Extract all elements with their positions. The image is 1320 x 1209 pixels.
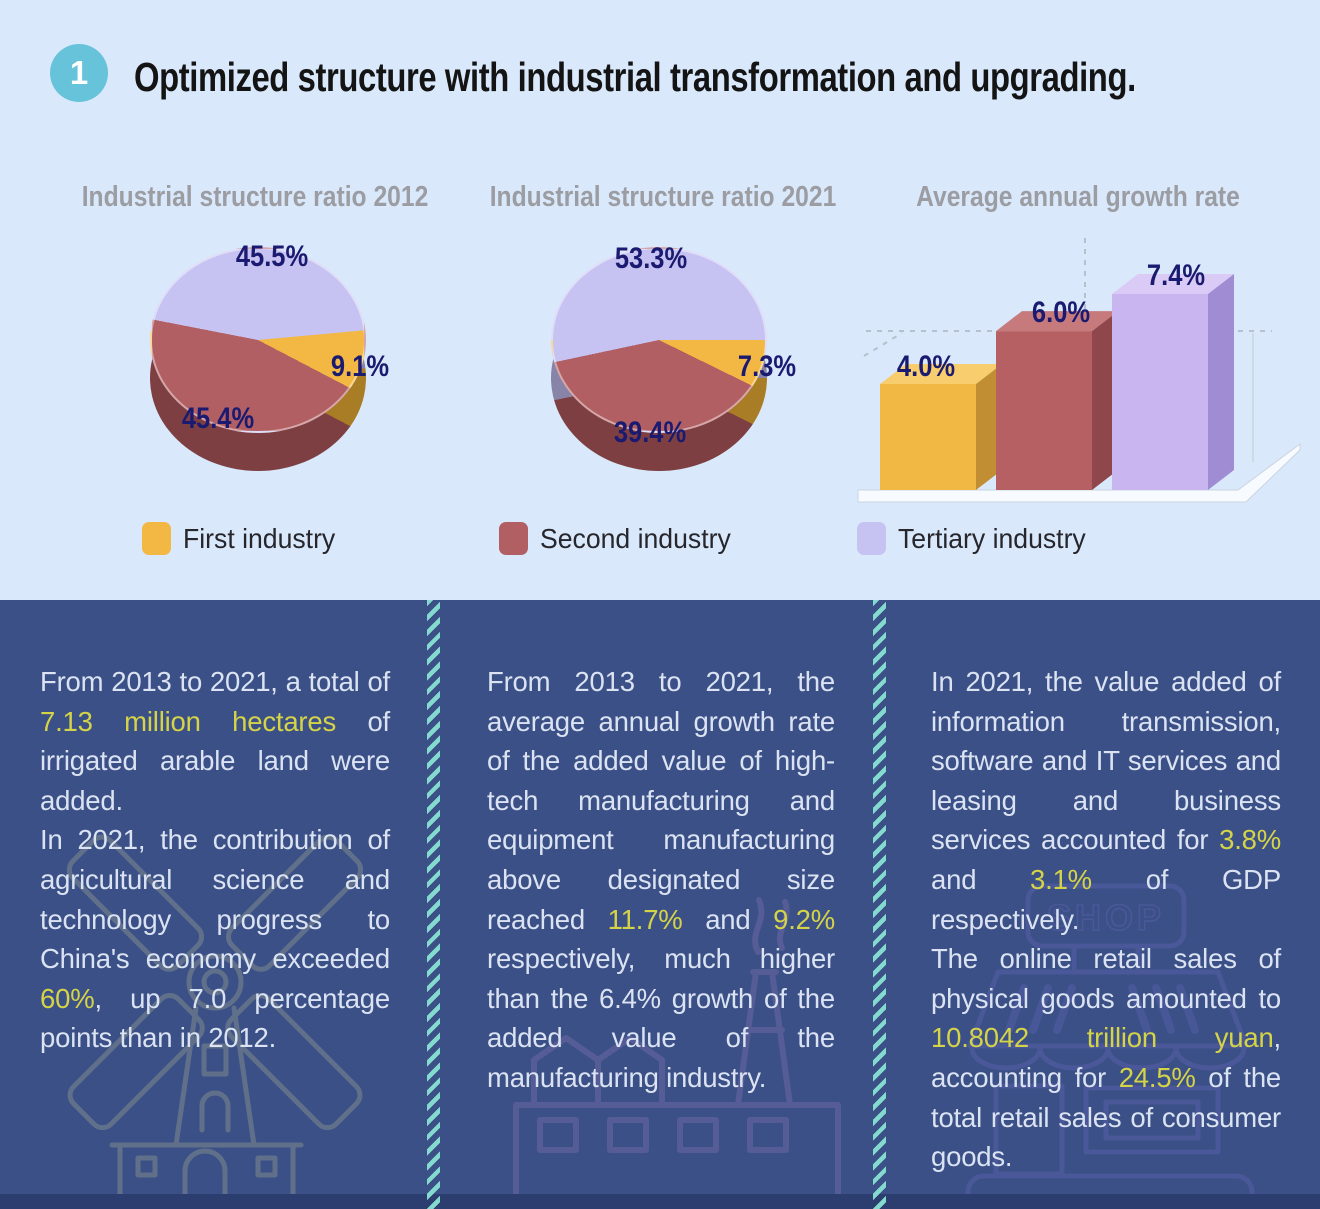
stat-text: of GDP respectively. xyxy=(931,863,1281,935)
stat-panel-manufacturing: From 2013 to 2021, the average annual gr… xyxy=(487,662,835,1098)
pie-2021-second-label: 39.4% xyxy=(613,416,687,449)
chart-title-2012: Industrial structure ratio 2012 xyxy=(81,181,429,213)
footer-strip xyxy=(0,1194,1320,1209)
bar-first-industry-top xyxy=(880,364,1002,385)
legend-label-second: Second industry xyxy=(540,522,731,554)
windmill-illustration xyxy=(66,834,364,1207)
bar-first-industry xyxy=(880,384,976,490)
panel-divider-left xyxy=(427,600,440,1209)
pie-2012 xyxy=(150,247,366,433)
stat-paragraph: In 2021, the value added of information … xyxy=(931,662,1281,939)
stat-panel-agriculture: From 2013 to 2021, a total of 7.13 milli… xyxy=(40,662,390,1058)
legend-swatch-tertiary xyxy=(857,522,886,555)
chart-title-2021: Industrial structure ratio 2021 xyxy=(489,181,837,213)
highlighted-stat: 10.8042 trillion yuan xyxy=(931,1022,1274,1054)
legend-item-tertiary: Tertiary industry xyxy=(857,522,1096,555)
pie-2021-first-label: 7.3% xyxy=(737,350,797,383)
bar-first-industry-side xyxy=(976,364,1002,490)
stat-text: The online retail sales of physical good… xyxy=(931,943,1281,1014)
legend-label-tertiary: Tertiary industry xyxy=(898,522,1086,554)
pie-2021 xyxy=(551,247,767,433)
shop-sign-text: SHOP xyxy=(1047,897,1165,938)
highlighted-stat: 3.8% xyxy=(1219,824,1281,856)
bar-tertiary-industry xyxy=(1112,294,1208,490)
section-number-badge: 1 xyxy=(50,44,108,102)
stat-text: In 2021, the value added of information … xyxy=(931,666,1281,856)
stat-text: In 2021, the contribution of agricultura… xyxy=(40,824,390,975)
stats-section: SHOP From 2013 to 2021, a total of 7.13 … xyxy=(0,600,1320,1209)
highlighted-stat: 7.13 million hectares xyxy=(40,705,337,737)
shop-illustration: SHOP xyxy=(965,883,1255,1209)
bar-tertiary-industry-top xyxy=(1112,274,1234,294)
pie-2012-second-label: 45.4% xyxy=(181,402,255,435)
pie-2012-tertiary-label: 45.5% xyxy=(235,240,309,273)
bar-second-industry-side xyxy=(1092,311,1118,490)
bar-second-industry xyxy=(996,331,1092,490)
bar-second-label: 6.0% xyxy=(1031,296,1091,329)
highlighted-stat: 24.5% xyxy=(1118,1061,1196,1093)
highlighted-stat: 11.7% xyxy=(607,903,683,935)
panel-divider-right xyxy=(873,600,886,1209)
stat-text: respectively, much higher than the 6.4% … xyxy=(487,943,835,1093)
page-title: Optimized structure with industrial tran… xyxy=(134,54,1136,100)
stat-text: of irrigated arable land were added. xyxy=(40,705,390,816)
stat-paragraph: From 2013 to 2021, a total of 7.13 milli… xyxy=(40,662,390,820)
legend-swatch-second xyxy=(499,522,528,555)
stat-text: and xyxy=(682,903,774,935)
bar-second-industry-top xyxy=(996,311,1118,332)
bar-chart-floor xyxy=(857,443,1301,503)
legend-item-first: First industry xyxy=(142,522,343,555)
stat-panel-services: In 2021, the value added of information … xyxy=(931,662,1281,1177)
stat-text: , accounting for xyxy=(931,1022,1281,1093)
pie-2021-tertiary-label: 53.3% xyxy=(614,242,688,275)
bar-tertiary-label: 7.4% xyxy=(1146,259,1206,292)
legend-swatch-first xyxy=(142,522,171,555)
pie-2012-first-label: 9.1% xyxy=(330,350,390,383)
highlighted-stat: 60% xyxy=(40,982,95,1014)
highlighted-stat: 3.1% xyxy=(1030,863,1092,895)
stat-paragraph: From 2013 to 2021, the average annual gr… xyxy=(487,662,835,1098)
chart-title-growth: Average annual growth rate xyxy=(916,181,1240,213)
stat-text: and xyxy=(931,863,1031,895)
stat-text: of the total retail sales of consumer go… xyxy=(931,1061,1282,1173)
legend-label-first: First industry xyxy=(183,522,336,554)
bar-tertiary-industry-side xyxy=(1208,274,1234,490)
legend-item-second: Second industry xyxy=(499,522,741,555)
section-number: 1 xyxy=(69,54,89,91)
stat-paragraph: The online retail sales of physical good… xyxy=(931,939,1281,1177)
stat-paragraph: In 2021, the contribution of agricultura… xyxy=(40,820,390,1058)
factory-illustration xyxy=(513,897,841,1207)
stat-text: , up 7.0 percentage points than in 2012. xyxy=(40,982,390,1054)
stat-text: From 2013 to 2021, the average annual gr… xyxy=(487,666,835,935)
highlighted-stat: 9.2% xyxy=(773,903,836,935)
stat-text: From 2013 to 2021, a total of xyxy=(40,666,390,697)
bar-first-label: 4.0% xyxy=(896,350,956,383)
bar-chart xyxy=(857,238,1301,503)
